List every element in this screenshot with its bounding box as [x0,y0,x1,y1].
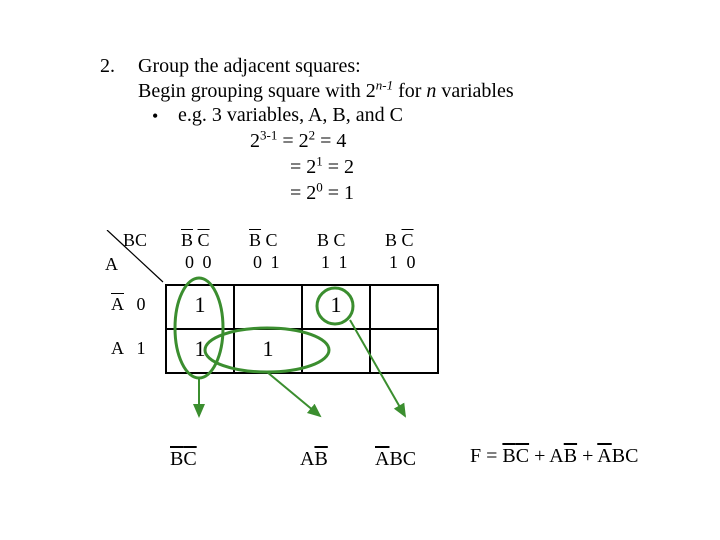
kmap-cell [370,329,438,373]
kmap-col-header: B C [249,230,278,251]
kmap-cell: 1 [302,285,370,329]
kmap-grid: 1111 [165,284,439,374]
bullet-icon: • [152,106,158,127]
step-line-2: Begin grouping square with 2n-1 for n va… [138,80,514,103]
group-arrow [267,372,320,416]
step-line-1: Group the adjacent squares: [138,55,361,78]
l2-post: for [393,80,426,102]
m1b: = 2 [277,130,308,152]
kmap-cell: 1 [166,285,234,329]
result-equation: F = BC + AB + ABC [470,445,638,468]
kmap-row-header: A 1 [111,338,146,359]
m1s1: 3-1 [260,127,277,142]
page: 2. Group the adjacent squares: Begin gro… [0,0,720,540]
list-number: 2. [100,55,115,78]
kmap-diagonal [105,230,165,284]
kmap: BC A B C0 0B C0 1B C1 1B C1 0 A 0A 1 111… [105,230,465,460]
kmap-col-header: B C [385,230,414,251]
step-line-3: e.g. 3 variables, A, B, and C [178,104,403,127]
m3b: = 1 [323,182,354,204]
kmap-col-code: 0 1 [253,252,282,273]
kmap-cell: 1 [166,329,234,373]
m2a: = 2 [290,156,316,178]
kmap-cell: 1 [234,329,302,373]
kmap-col-code: 1 1 [321,252,350,273]
m1c: = 4 [315,130,346,152]
l2-sup: n-1 [376,77,393,92]
kmap-cell [234,285,302,329]
math-line-1: 23-1 = 22 = 4 [250,130,346,153]
kmap-col-header: B C [181,230,210,251]
math-line-3: = 20 = 1 [290,182,354,205]
term-a-bar-bc: ABC [375,448,416,471]
math-line-2: = 21 = 2 [290,156,354,179]
term-bc-bar: BC [170,448,197,471]
m1a: 2 [250,130,260,152]
kmap-col-header: B C [317,230,346,251]
l2-tail: variables [436,80,513,102]
l2-pre: Begin grouping square with 2 [138,80,376,102]
term-ab-bar: AB [300,448,328,471]
m3a: = 2 [290,182,316,204]
kmap-cell [302,329,370,373]
l2-n: n [426,80,436,102]
m2b: = 2 [323,156,354,178]
kmap-cell [370,285,438,329]
kmap-row-header: A 0 [111,294,146,315]
kmap-col-code: 0 0 [185,252,214,273]
kmap-col-code: 1 0 [389,252,418,273]
